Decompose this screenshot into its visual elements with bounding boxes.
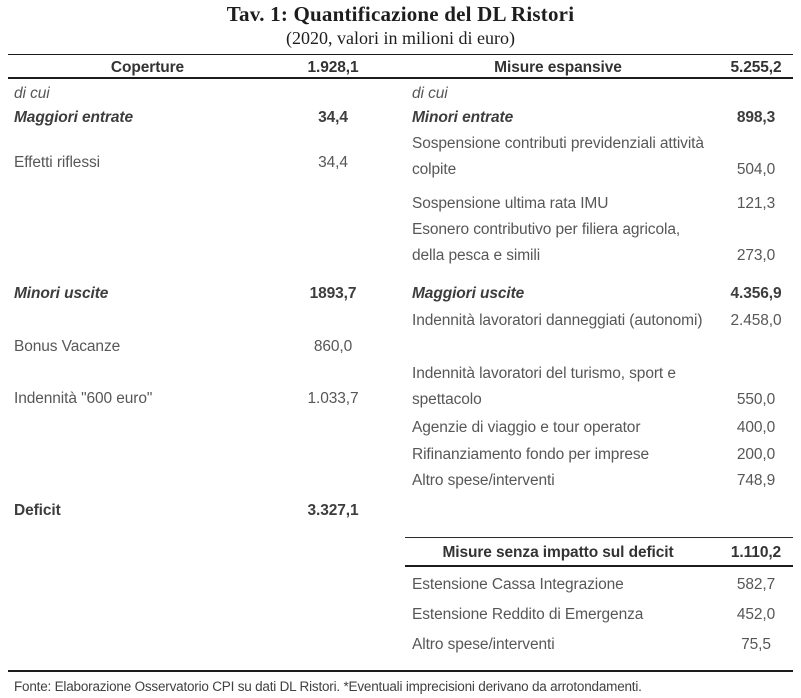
row-value: 3.327,1: [307, 502, 359, 519]
section-header-label: Misure senza impatto sul deficit: [442, 544, 674, 561]
row-value: 121,3: [736, 195, 776, 212]
table-row: Rifinanziamento fondo per imprese 200,0: [412, 442, 801, 468]
table-row: Sospensione contributi previdenziali att…: [412, 131, 801, 183]
row-label: Bonus Vacanze: [14, 338, 121, 355]
row-value: 400,0: [736, 419, 776, 436]
table-row: Indennità lavoratori del turismo, sport …: [412, 361, 801, 413]
header-coperture-label: Coperture: [110, 59, 185, 76]
table-row: Indennità lavoratori danneggiati (autono…: [412, 308, 801, 334]
divider-header: [8, 77, 793, 79]
row-label: Minori uscite: [14, 285, 109, 302]
table-title: Tav. 1: Quantificazione del DL Ristori: [226, 2, 575, 26]
row-value: 1893,7: [309, 285, 357, 302]
row-value: 2.458,0: [730, 312, 782, 329]
row-label: Sospensione contributi previdenziali att…: [412, 135, 704, 178]
row-value: 748,9: [736, 472, 776, 489]
row-label: Maggiori uscite: [412, 285, 525, 302]
row-label: Maggiori entrate: [14, 109, 133, 126]
header-misure-espansive-label: Misure espansive: [494, 59, 622, 76]
divider-section-top: [405, 537, 793, 538]
table-row: Sospensione ultima rata IMU 121,3: [412, 191, 801, 217]
table-row: Estensione Reddito di Emergenza 452,0: [412, 602, 801, 628]
row-label: Estensione Cassa Integrazione: [412, 576, 624, 593]
row-value: 860,0: [313, 338, 353, 355]
row-value: 200,0: [736, 446, 776, 463]
row-label: Agenzie di viaggio e tour operator: [412, 419, 641, 436]
table-row: Maggiori entrate 34,4: [14, 105, 379, 131]
di-cui-label: di cui: [412, 85, 448, 102]
di-cui-label: di cui: [14, 85, 50, 102]
right-di-cui: di cui: [412, 81, 801, 107]
row-label: Effetti riflessi: [14, 154, 100, 171]
row-value: 34,4: [318, 109, 348, 126]
row-label: Indennità lavoratori del turismo, sport …: [412, 365, 676, 408]
source-note: Fonte: Elaborazione Osservatorio CPI su …: [14, 679, 642, 694]
row-value: 550,0: [736, 391, 776, 408]
table-row: Effetti riflessi 34,4: [14, 150, 379, 176]
table-row: Esonero contributivo per filiera agricol…: [412, 217, 801, 269]
row-label: Minori entrate: [412, 109, 514, 126]
row-label: Esonero contributivo per filiera agricol…: [412, 221, 681, 264]
row-value: 898,3: [736, 109, 776, 126]
row-value: 75,5: [741, 636, 771, 653]
divider-top: [8, 54, 793, 55]
table-row: Minori entrate 898,3: [412, 105, 801, 131]
table-row: Maggiori uscite 4.356,9: [412, 281, 801, 307]
row-value: 452,0: [736, 606, 776, 623]
row-label: Rifinanziamento fondo per imprese: [412, 446, 650, 463]
table-row: Altro spese/interventi 75,5: [412, 632, 801, 658]
row-value: 273,0: [736, 247, 776, 264]
row-label: Indennità lavoratori danneggiati (autono…: [412, 312, 703, 329]
table-row: Altro spese/interventi 748,9: [412, 468, 801, 494]
table-row-deficit: Deficit 3.327,1: [14, 498, 379, 524]
row-label: Sospensione ultima rata IMU: [412, 195, 609, 212]
row-value: 582,7: [736, 576, 776, 593]
header-misure-senza-impatto: Misure senza impatto sul deficit 1.110,2: [405, 540, 801, 566]
row-label: Altro spese/interventi: [412, 636, 555, 653]
table-subtitle: (2020, valori in milioni di euro): [286, 28, 515, 48]
row-value: 4.356,9: [730, 285, 782, 302]
header-coperture-value: 1.928,1: [307, 59, 359, 76]
row-value: 1.033,7: [307, 390, 359, 407]
section-header-value: 1.110,2: [730, 544, 782, 561]
divider-footer: [8, 670, 793, 672]
row-label: Deficit: [14, 502, 61, 519]
header-misure-espansive-value: 5.255,2: [730, 59, 782, 76]
row-label: Altro spese/interventi: [412, 472, 555, 489]
table-row: Bonus Vacanze 860,0: [14, 334, 379, 360]
row-value: 504,0: [736, 161, 776, 178]
table-row: Minori uscite 1893,7: [14, 281, 379, 307]
header-misure-espansive: Misure espansive 5.255,2: [405, 58, 801, 78]
header-coperture: Coperture 1.928,1: [8, 58, 379, 78]
table-row: Estensione Cassa Integrazione 582,7: [412, 572, 801, 598]
row-value: 34,4: [318, 154, 348, 171]
divider-section-bottom: [405, 565, 793, 567]
table-row: Indennità "600 euro" 1.033,7: [14, 386, 379, 412]
row-label: Estensione Reddito di Emergenza: [412, 606, 644, 623]
row-label: Indennità "600 euro": [14, 390, 153, 407]
table-row: Agenzie di viaggio e tour operator 400,0: [412, 415, 801, 441]
left-di-cui: di cui: [14, 81, 379, 107]
